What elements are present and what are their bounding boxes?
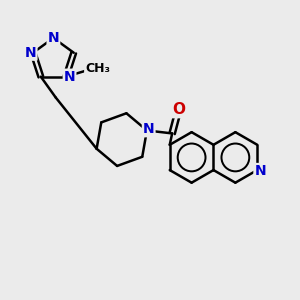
Text: N: N bbox=[48, 31, 59, 45]
Text: N: N bbox=[254, 164, 266, 178]
Text: CH₃: CH₃ bbox=[85, 62, 110, 75]
Text: N: N bbox=[25, 46, 37, 60]
Text: O: O bbox=[172, 102, 185, 117]
Text: N: N bbox=[64, 70, 75, 84]
Text: N: N bbox=[143, 122, 154, 136]
